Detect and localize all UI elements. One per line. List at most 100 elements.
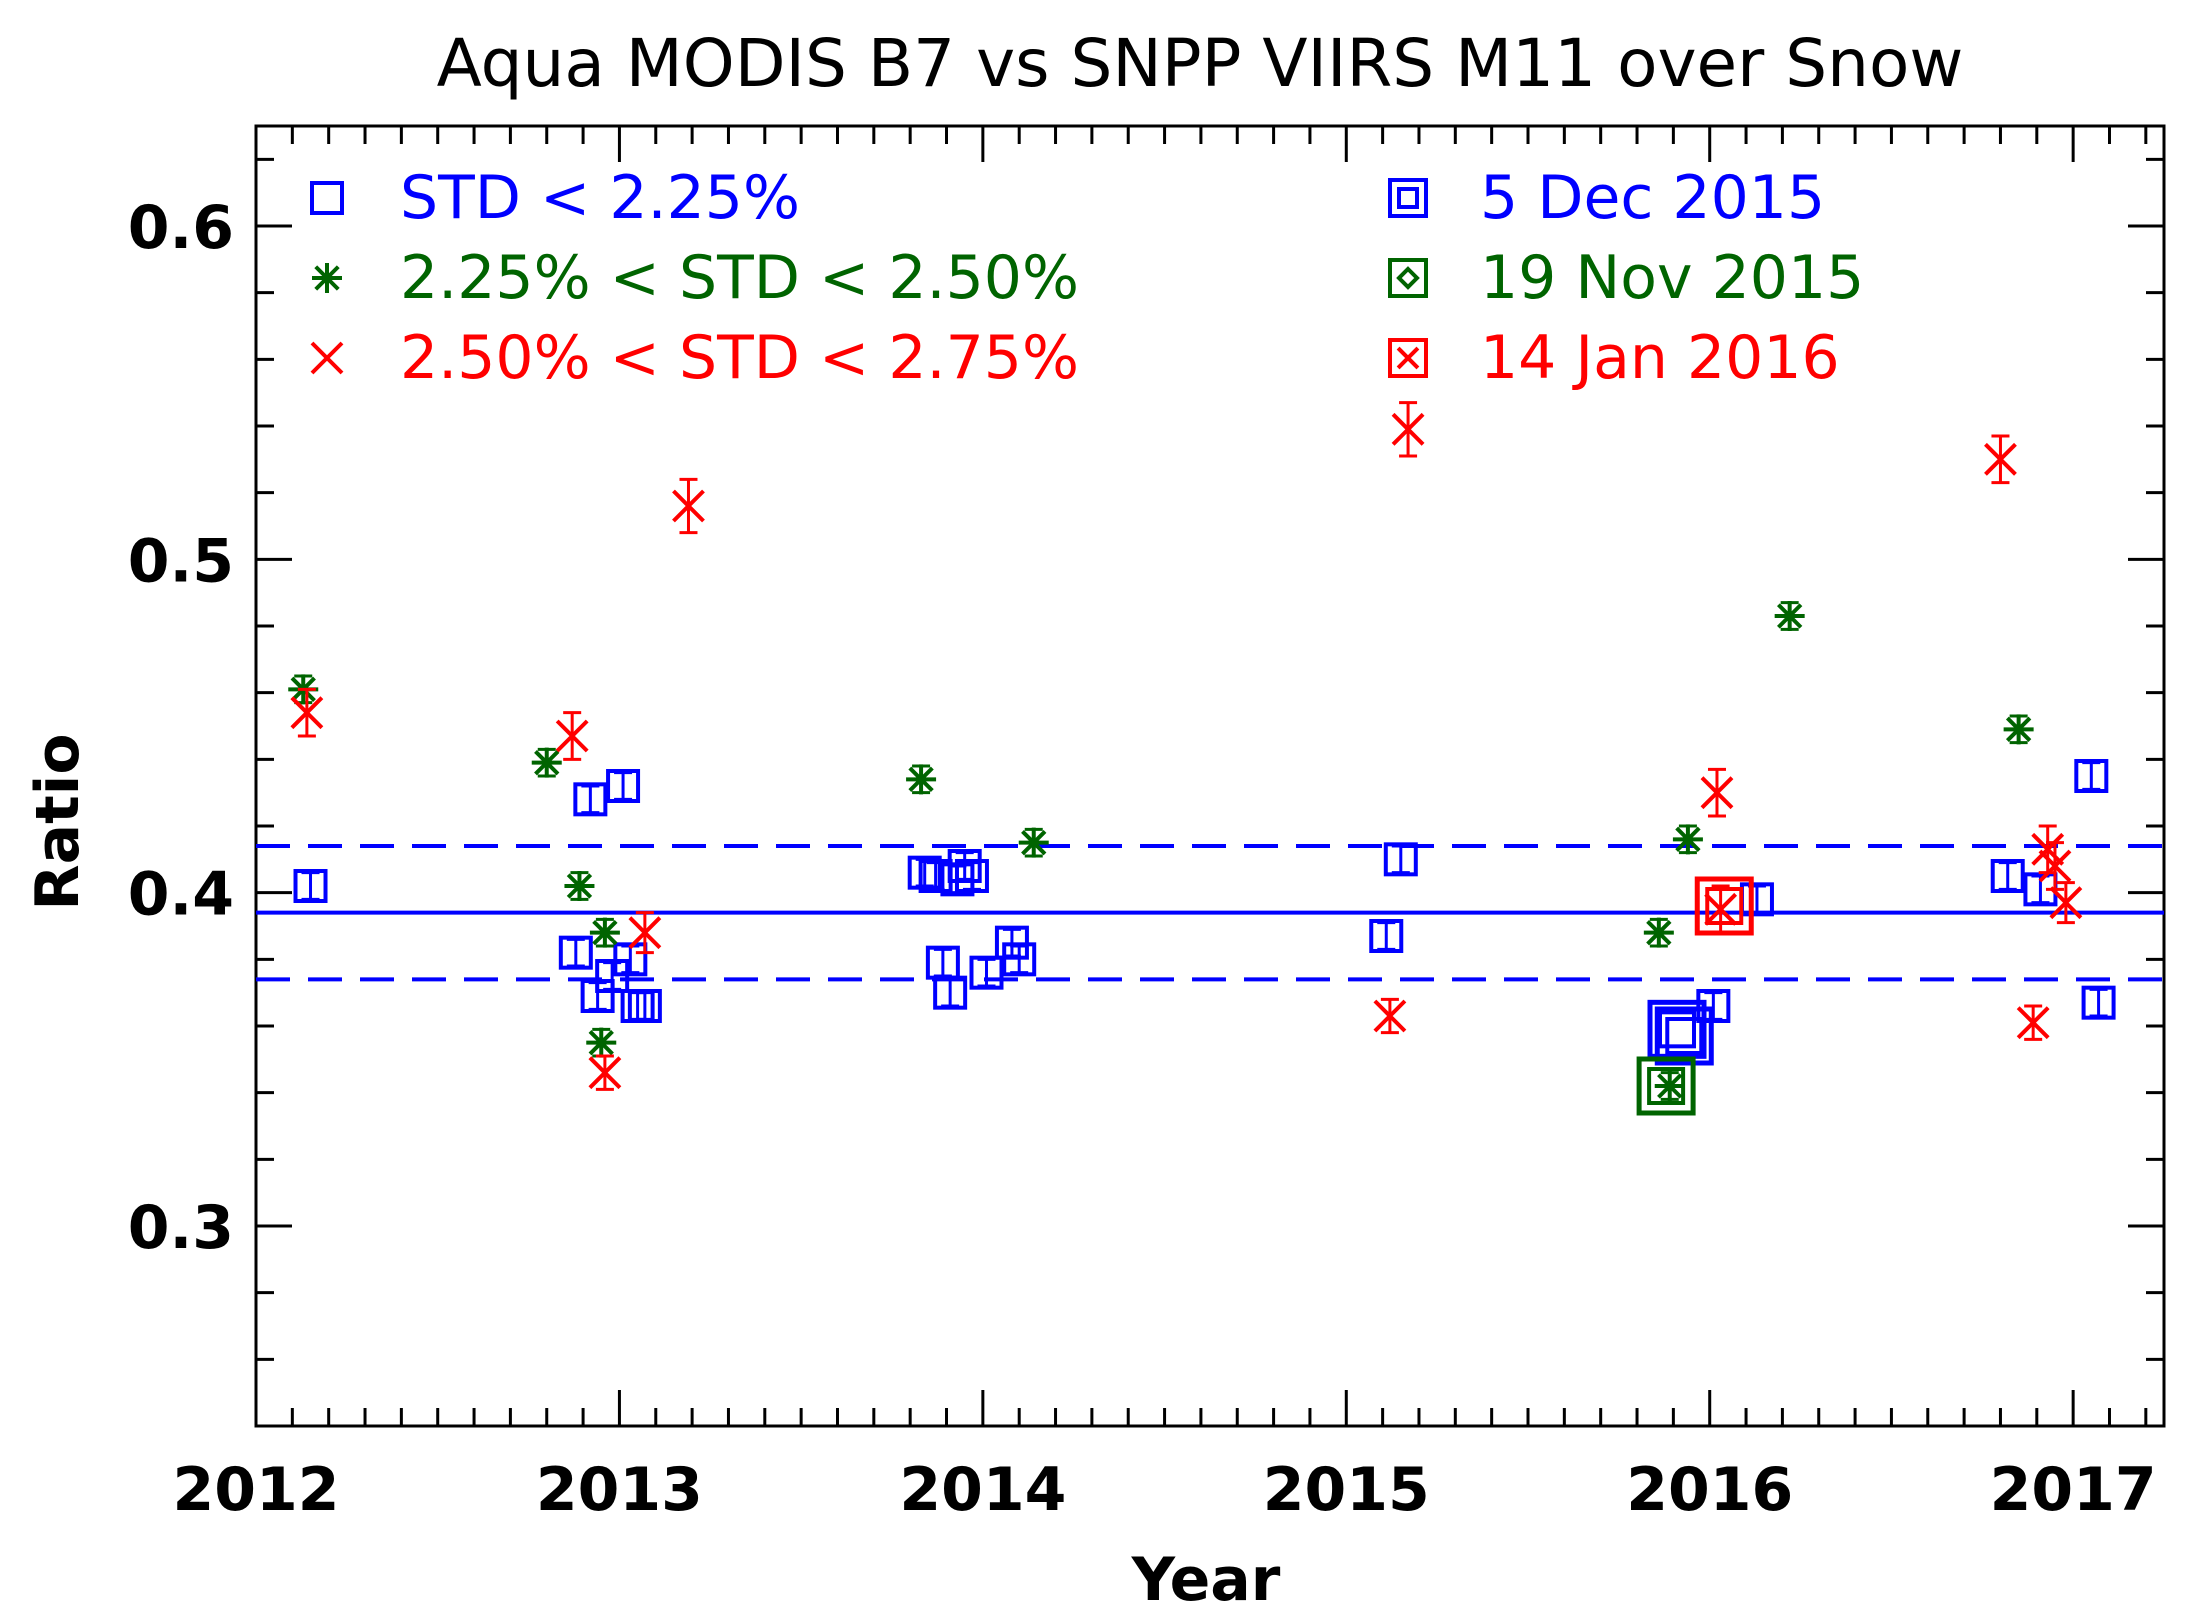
asterisk-shape	[1643, 917, 1674, 948]
y-tick-label: 0.5	[128, 526, 234, 596]
data-point-x	[1984, 434, 2017, 485]
x-shape	[2016, 1006, 2050, 1040]
asterisk-shape	[1654, 1071, 1685, 1101]
data-point-asterisk	[1018, 827, 1049, 858]
legend-left-label: 2.50% < STD < 2.75%	[400, 323, 1079, 393]
x-shape	[1984, 442, 2017, 476]
square-shape	[558, 935, 593, 970]
highlight-square	[1647, 999, 1707, 1059]
error-bar	[977, 957, 996, 988]
data-point-asterisk	[2003, 714, 2034, 745]
data-point-square	[947, 849, 982, 883]
data-point-square	[606, 769, 641, 803]
asterisk-shape	[2003, 714, 2034, 745]
data-point-asterisk	[589, 917, 620, 948]
asterisk-shape	[589, 917, 620, 948]
legend-right-label: 5 Dec 2015	[1480, 163, 1825, 233]
data-point-square	[2081, 985, 2116, 1020]
outer-square-shape	[1388, 178, 1428, 218]
data-point-square	[1369, 919, 1404, 953]
square-shape	[613, 942, 648, 977]
asterisk-shape	[906, 764, 937, 795]
outer-square-shape	[1388, 338, 1428, 378]
square-shape	[907, 855, 942, 890]
data-point-x	[2016, 1004, 2050, 1041]
data-point-square	[1383, 842, 1418, 877]
series-square	[293, 759, 2116, 1023]
series-asterisk	[288, 601, 2034, 1101]
data-point-square	[293, 869, 328, 903]
square-shape	[293, 869, 328, 903]
x-shape	[1373, 999, 1407, 1033]
error-bar	[1998, 861, 2017, 891]
square-shape	[2081, 985, 2116, 1020]
x-shape	[672, 489, 705, 523]
square-shape	[954, 859, 989, 893]
data-point-asterisk	[1654, 1071, 1685, 1101]
inner-x-shape	[1396, 346, 1420, 370]
data-point-square	[627, 989, 662, 1023]
x-shape	[588, 1056, 622, 1090]
asterisk-shape	[1018, 827, 1049, 858]
data-point-x	[1700, 767, 1734, 818]
series-x	[290, 401, 2083, 1091]
x-tick-label: 2013	[536, 1455, 703, 1525]
legend-left-item: 2.25% < STD < 2.50%	[312, 243, 1079, 313]
highlight-square-in-square	[1647, 999, 1714, 1066]
data-point-square	[2074, 759, 2109, 793]
square-shape	[606, 769, 641, 803]
square-shape	[947, 849, 982, 883]
legend-left-item: 2.50% < STD < 2.75%	[310, 323, 1079, 393]
x-shape	[2038, 849, 2072, 883]
data-point-asterisk	[906, 764, 937, 795]
data-point-square	[1002, 942, 1037, 977]
asterisk-shape	[531, 747, 562, 778]
x-shape	[1700, 776, 1734, 810]
highlight-square	[1694, 876, 1754, 936]
data-point-asterisk	[1774, 601, 1805, 631]
square-shape	[1002, 942, 1037, 977]
legend-left-label: 2.25% < STD < 2.50%	[400, 243, 1079, 313]
error-bar	[2089, 987, 2108, 1018]
x-shape	[290, 696, 324, 730]
legend-right-label: 14 Jan 2016	[1480, 323, 1840, 393]
legend-right-label: 19 Nov 2015	[1480, 243, 1864, 313]
asterisk-shape	[586, 1027, 617, 1058]
error-bar	[581, 784, 600, 815]
x-shape	[628, 916, 662, 950]
x-shape	[310, 341, 344, 375]
data-point-square	[573, 782, 608, 817]
data-point-x	[1704, 884, 1738, 935]
error-bar	[2082, 761, 2101, 791]
error-bar	[566, 937, 585, 968]
plot-area: 2012 2013 2014 2015 2016 2017 0.3 0.4 0.5 0.6 STD …	[128, 124, 2166, 1525]
legend-left-label: STD < 2.25%	[400, 163, 800, 233]
y-axis-label: Ratio	[23, 733, 93, 910]
inner-diamond-shape	[1396, 266, 1420, 290]
data-point-square	[954, 859, 989, 893]
data-point-asterisk	[564, 871, 595, 901]
asterisk-shape	[1774, 601, 1805, 631]
highlight-inner-square	[1705, 887, 1744, 925]
error-bar	[1377, 921, 1396, 951]
x-shape	[2031, 832, 2065, 866]
data-point-asterisk	[586, 1027, 617, 1058]
square-shape	[969, 955, 1004, 990]
highlight-inner-square	[1665, 1017, 1704, 1055]
square-shape	[627, 989, 662, 1023]
data-point-x	[588, 1054, 622, 1091]
data-point-x	[628, 911, 662, 955]
data-point-asterisk	[1643, 917, 1674, 948]
highlight-square	[1636, 1056, 1696, 1116]
data-point-asterisk	[531, 747, 562, 778]
square-shape	[310, 181, 344, 215]
data-point-square	[1739, 882, 1774, 917]
data-point-x	[290, 687, 324, 738]
x-tick-label: 2016	[1626, 1455, 1793, 1525]
legend-right-item: 14 Jan 2016	[1388, 323, 1840, 393]
data-point-x	[555, 711, 589, 761]
x-shape	[1391, 412, 1425, 446]
data-point-square	[620, 989, 655, 1023]
highlight-diamond-in-square	[1636, 1056, 1696, 1116]
x-tick-label: 2012	[173, 1455, 340, 1525]
